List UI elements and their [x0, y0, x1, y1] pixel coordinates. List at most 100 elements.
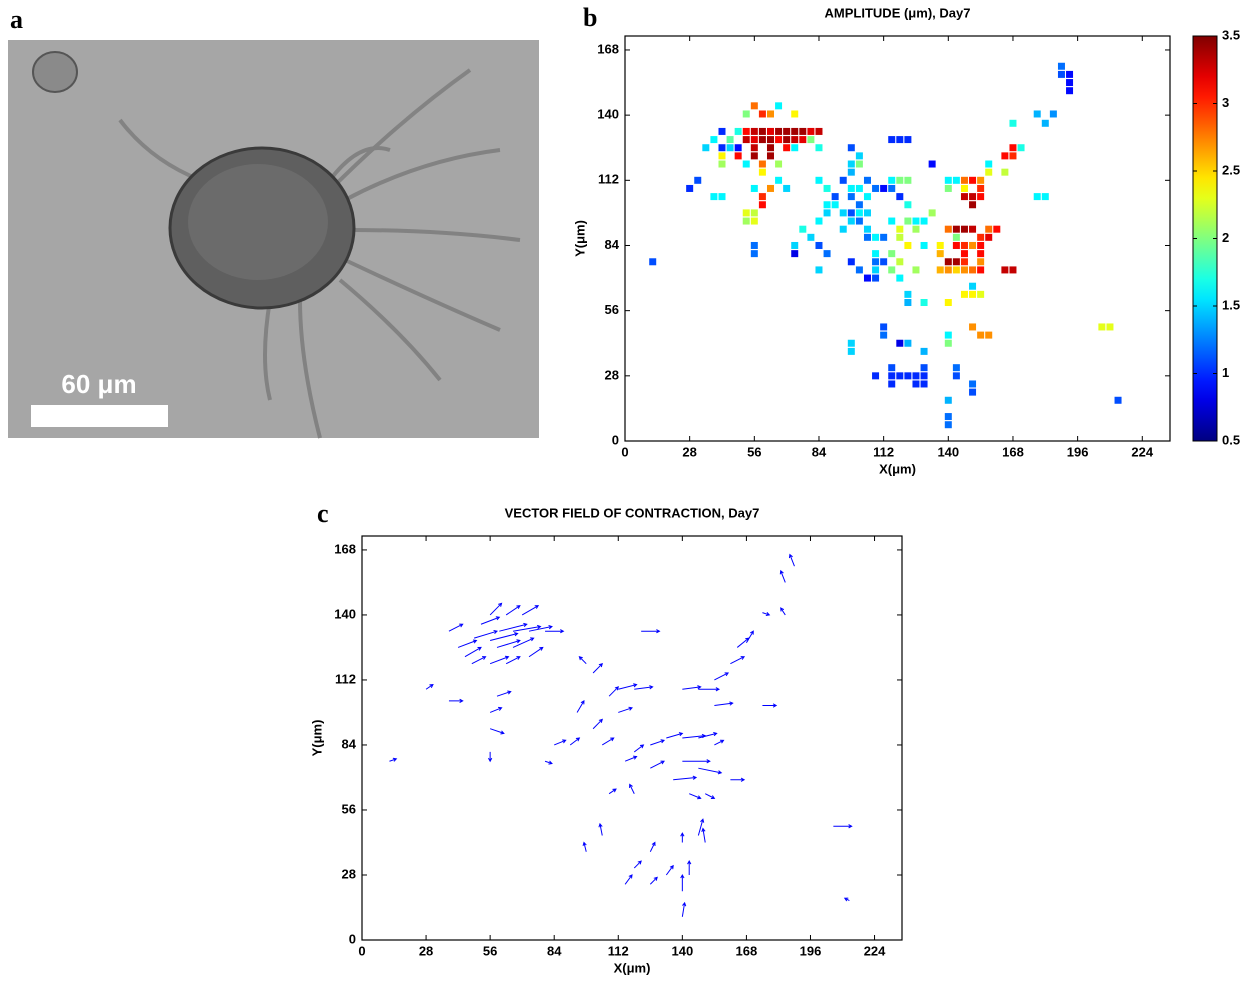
data-square	[847, 209, 855, 217]
data-square	[920, 347, 928, 355]
data-square	[969, 323, 977, 331]
data-square	[960, 266, 968, 274]
data-square	[1098, 323, 1106, 331]
data-square	[750, 217, 758, 225]
data-square	[799, 136, 807, 144]
data-square	[888, 266, 896, 274]
data-square	[823, 201, 831, 209]
arrow	[687, 860, 692, 875]
data-square	[734, 127, 742, 135]
y-tick-label: 0	[612, 432, 619, 447]
data-square	[944, 299, 952, 307]
data-square	[791, 110, 799, 118]
arrow	[649, 841, 656, 852]
data-square	[855, 217, 863, 225]
arrow	[618, 683, 638, 690]
data-square	[977, 193, 985, 201]
data-square	[799, 127, 807, 135]
data-square	[750, 241, 758, 249]
data-square	[944, 421, 952, 429]
arrow	[681, 901, 687, 917]
arrow	[762, 612, 771, 617]
data-square	[872, 233, 880, 241]
data-square	[775, 127, 783, 135]
data-square	[904, 136, 912, 144]
data-square	[977, 331, 985, 339]
data-square	[936, 266, 944, 274]
data-square	[944, 339, 952, 347]
x-tick-label: 168	[736, 943, 758, 958]
data-square	[863, 233, 871, 241]
data-square	[896, 193, 904, 201]
arrow	[521, 605, 540, 616]
data-square	[888, 380, 896, 388]
data-square	[969, 266, 977, 274]
arrow	[698, 767, 723, 775]
arrow	[489, 706, 503, 713]
data-square	[766, 144, 774, 152]
data-square	[750, 209, 758, 217]
data-square	[880, 233, 888, 241]
data-square	[775, 136, 783, 144]
data-square	[1009, 119, 1017, 127]
data-square	[985, 160, 993, 168]
data-square	[726, 144, 734, 152]
data-square	[1066, 79, 1074, 87]
x-tick-label: 168	[1002, 444, 1024, 459]
data-square	[969, 282, 977, 290]
data-square	[960, 193, 968, 201]
arrow	[762, 703, 778, 708]
data-square	[686, 184, 694, 192]
data-square	[694, 176, 702, 184]
arrow	[528, 646, 544, 658]
data-square	[847, 144, 855, 152]
data-square	[775, 160, 783, 168]
data-square	[726, 136, 734, 144]
data-square	[880, 184, 888, 192]
y-tick-label: 28	[342, 866, 356, 881]
data-square	[855, 184, 863, 192]
arrow	[569, 737, 581, 746]
data-square	[872, 250, 880, 258]
data-square	[750, 127, 758, 135]
data-square	[807, 233, 815, 241]
data-square	[831, 201, 839, 209]
arrow	[624, 874, 633, 885]
data-square	[1106, 323, 1114, 331]
data-square	[758, 193, 766, 201]
x-tick-label: 28	[682, 444, 696, 459]
data-square	[977, 250, 985, 258]
arrow	[448, 698, 464, 703]
data-square	[815, 266, 823, 274]
data-square	[750, 144, 758, 152]
data-square	[649, 258, 657, 266]
arrow	[554, 739, 567, 746]
data-square	[960, 225, 968, 233]
data-square	[815, 127, 823, 135]
data-square	[855, 160, 863, 168]
data-square	[734, 144, 742, 152]
data-square	[960, 250, 968, 258]
arrow	[499, 622, 528, 632]
colorbar-tick-label: 2	[1222, 230, 1229, 245]
data-square	[758, 127, 766, 135]
data-square	[847, 160, 855, 168]
colorbar-tick-label: 1	[1222, 365, 1229, 380]
data-square	[766, 152, 774, 160]
x-tick-label: 224	[1131, 444, 1153, 459]
colorbar-tick-label: 3.5	[1222, 27, 1240, 42]
x-tick-label: 140	[937, 444, 959, 459]
arrow	[512, 637, 535, 648]
data-square	[783, 127, 791, 135]
data-square	[944, 225, 952, 233]
arrow	[576, 699, 585, 713]
data-square	[791, 241, 799, 249]
arrow	[608, 788, 617, 795]
data-square	[985, 225, 993, 233]
data-square	[766, 127, 774, 135]
x-tick-label: 0	[621, 444, 628, 459]
arrow	[592, 718, 603, 730]
data-square	[823, 209, 831, 217]
data-square	[1057, 70, 1065, 78]
arrow	[592, 662, 603, 674]
